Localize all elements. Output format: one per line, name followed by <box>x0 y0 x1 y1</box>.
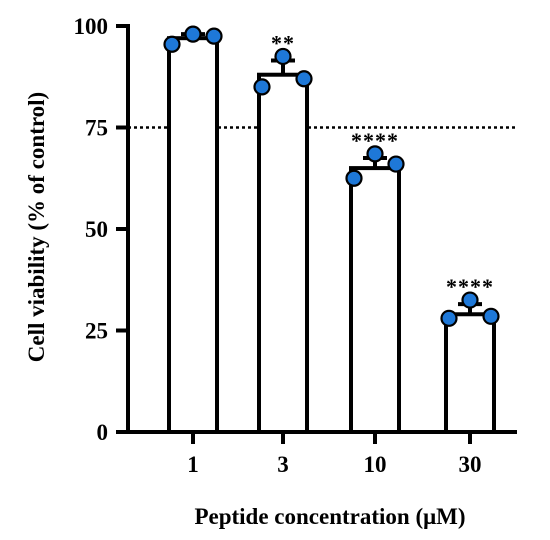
y-tick-label: 50 <box>85 217 108 242</box>
x-tick-label: 1 <box>187 452 199 477</box>
data-point <box>461 291 479 309</box>
bar <box>349 166 401 434</box>
data-point <box>184 25 202 43</box>
x-tick-label: 10 <box>364 452 387 477</box>
x-tick-label: 30 <box>459 452 482 477</box>
data-point <box>440 309 458 327</box>
data-point <box>387 155 405 173</box>
bar <box>167 36 219 435</box>
data-point <box>366 145 384 163</box>
y-axis-label: Cell viability (% of control) <box>24 92 49 362</box>
significance-label: ** <box>271 30 295 55</box>
data-point <box>345 169 363 187</box>
significance-label: **** <box>446 274 494 299</box>
data-point <box>163 35 181 53</box>
y-tick-label: 75 <box>85 116 108 141</box>
y-tick-label: 100 <box>74 14 109 39</box>
bar <box>444 312 496 435</box>
y-tick-label: 25 <box>85 319 108 344</box>
data-point <box>295 70 313 88</box>
data-point <box>205 27 223 45</box>
data-point <box>274 47 292 66</box>
data-point <box>253 78 271 96</box>
x-tick-label: 3 <box>277 452 289 477</box>
significance-label: **** <box>351 128 399 153</box>
data-point <box>482 307 500 325</box>
bar <box>257 72 309 434</box>
x-axis-label: Peptide concentration (μM) <box>194 504 465 529</box>
y-tick-label: 0 <box>97 420 109 445</box>
